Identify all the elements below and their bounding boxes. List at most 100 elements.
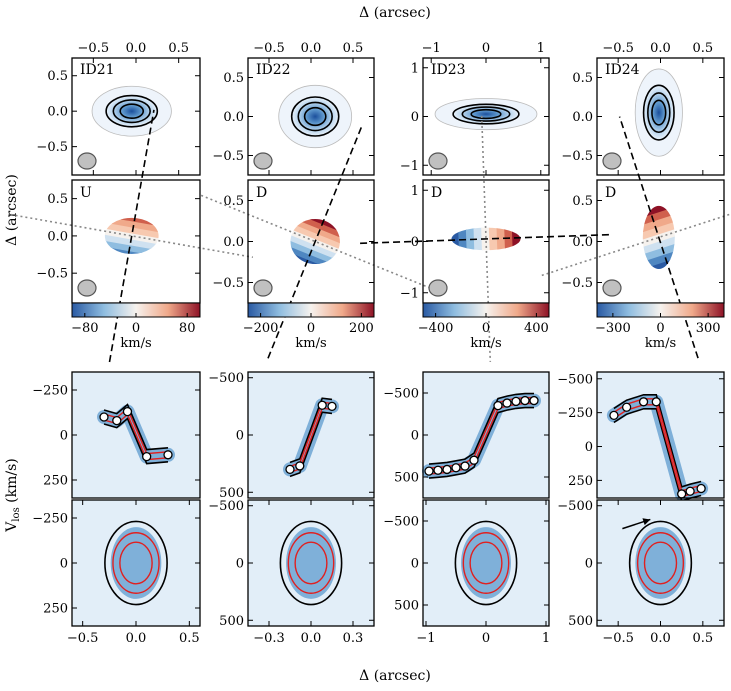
model-contour [643, 541, 678, 585]
velocity-ytick-label: 0 [411, 235, 419, 250]
pv-contour [613, 394, 702, 488]
pv-minor-ytick-label: 0 [236, 557, 244, 572]
minor-axis-line [200, 194, 430, 289]
beam-ellipse [77, 279, 97, 297]
minor-axis-line [541, 213, 731, 277]
rotation-curve-point [493, 400, 503, 411]
moment0-xtick-label: −0.5 [602, 41, 634, 56]
colorbar-tick-label: −300 [595, 321, 631, 336]
beam-ellipse [602, 152, 622, 170]
rotation-curve-point [460, 461, 470, 471]
moment0-contour [461, 106, 511, 122]
pv-minor-xtick-label: −1 [416, 631, 435, 646]
minor-axis-line [10, 213, 254, 259]
pv-minor-ytick-label: 500 [394, 599, 419, 614]
pv-contour [289, 411, 333, 478]
moment0-ytick-label: 0.0 [47, 105, 68, 120]
moment0-ytick-label: 0.0 [223, 110, 244, 125]
beam-ellipse [253, 152, 273, 170]
moment0-contour [470, 108, 502, 120]
panel-tag: D [431, 185, 442, 201]
pv-minor-ytick-label: 0 [60, 557, 68, 572]
rotation-curve-point [469, 455, 479, 465]
moment0-contour [642, 84, 675, 141]
model-contour [119, 541, 153, 585]
rotation-curve-point [685, 486, 695, 496]
colorbar-tick-label: 0 [482, 321, 490, 336]
rotation-curve-point [442, 464, 452, 475]
pv-minor-xtick-label: 0.0 [301, 631, 322, 646]
pv-minor-xtick-label: 0.0 [126, 631, 147, 646]
velocity-ytick-label: 0.5 [572, 194, 593, 209]
colorbar-tick-label: 0 [132, 321, 140, 336]
moment0-contour [651, 99, 667, 126]
pv-minor-xtick-label: 0.0 [650, 631, 671, 646]
bottom-xlabel: Δ (arcsec) [359, 668, 431, 684]
colorbar-tick-label: 80 [179, 321, 196, 336]
pv-major-ytick-label: −500 [557, 372, 593, 387]
velocity-ytick-label: 0.5 [223, 194, 244, 209]
rotation-curve-point [529, 395, 539, 406]
colorbar-tick-label: 0 [656, 321, 664, 336]
rotation-curve-point [520, 395, 530, 406]
beam-ellipse [77, 152, 97, 170]
velocity-strip [451, 227, 463, 251]
model-contour [469, 541, 503, 585]
model-contour [289, 407, 333, 474]
rotation-curve-point [327, 401, 337, 412]
velocity-strip [290, 235, 340, 265]
left-ylabel-top: Δ (arcsec) [4, 174, 20, 246]
rotation-curve-point [502, 398, 512, 408]
rotation-curve-point [112, 415, 122, 426]
panel-grid: ID21 −0.5 0.0 0.5 0.5 0.0 −0.5 ID22 −0.5 0.0 0.5 0.… [10, 41, 731, 646]
pv-major-ytick-label: −250 [32, 384, 68, 399]
pv-major-ytick-label: 500 [394, 471, 419, 486]
left-ylabel-bottom: Vlos (km/s) [4, 458, 22, 533]
colorbar-tick-label: 400 [524, 321, 549, 336]
arrow-head [642, 518, 651, 526]
pv-minor-ytick-label: 250 [43, 602, 68, 617]
moment0-xtick-label: 0.5 [168, 41, 189, 56]
pv-major-ytick-label: 0 [236, 429, 244, 444]
rotation-curve-point [451, 463, 461, 473]
moment0-xtick-label: −0.5 [78, 41, 110, 56]
colorbar-tick-label: 300 [696, 321, 721, 336]
velocity-ytick-label: 0.5 [47, 192, 68, 207]
major-axis-line [267, 124, 364, 359]
pv-minor-xtick-label: −0.5 [602, 631, 634, 646]
moment0-xtick-label: 0.5 [343, 41, 364, 56]
colorbar-tick-label: −400 [418, 321, 454, 336]
model-contour [462, 532, 510, 594]
pv-minor-xtick-label: 0.5 [179, 631, 200, 646]
moment0-xtick-label: −1 [422, 41, 441, 56]
pv-minor-ytick-label: 500 [568, 614, 593, 629]
colorbar-label: km/s [645, 336, 676, 351]
pv-contour [104, 520, 168, 606]
moment0-ytick-label: 1 [411, 61, 419, 76]
moment0-xtick-label: 0.0 [650, 41, 671, 56]
rotation-curve-point [317, 400, 327, 410]
moment0-contour [303, 106, 327, 127]
pv-major-ytick-label: 0 [60, 429, 68, 444]
moment0-contour [452, 103, 520, 125]
velocity-strip [471, 227, 486, 251]
panel-name: ID23 [431, 62, 466, 78]
beam-ellipse [428, 279, 448, 297]
pv-minor-xtick-label: 0 [482, 631, 490, 646]
moment0-xtick-label: 0.0 [301, 41, 322, 56]
moment0-ytick-label: −0.5 [36, 140, 68, 155]
moment0-contour [119, 103, 145, 120]
panel-name: ID24 [605, 62, 640, 78]
moment0-contour [647, 92, 671, 134]
moment0-ytick-label: −0.5 [561, 149, 593, 164]
moment0-ytick-label: 0.5 [572, 71, 593, 86]
pv-emission [635, 527, 686, 599]
pv-minor-xtick-label: 0.3 [343, 631, 364, 646]
velocity-strip [642, 205, 675, 248]
pv-major-ytick-label: −500 [208, 371, 244, 386]
rotation-curve-point [696, 483, 706, 494]
pv-contour [103, 403, 169, 451]
moment0-xtick-label: 0.5 [692, 41, 713, 56]
pv-minor-xtick-label: 0.5 [692, 631, 713, 646]
